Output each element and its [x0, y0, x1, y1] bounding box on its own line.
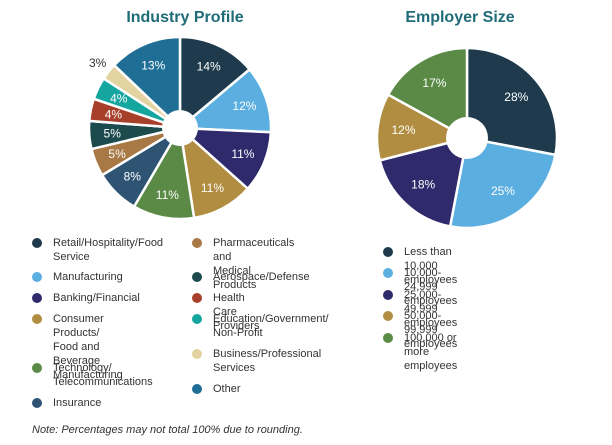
- industry-label-8: 4%: [105, 107, 123, 121]
- industry-label-3: 11%: [201, 181, 224, 195]
- industry-legend-item: Retail/Hospitality/Food Service: [32, 236, 163, 264]
- employer-label-2: 18%: [411, 178, 435, 192]
- employer-slice-2: [378, 136, 469, 228]
- industry-legend-swatch: [32, 314, 42, 324]
- industry-legend-label: Retail/Hospitality/Food Service: [53, 237, 164, 263]
- industry-slice-0: [178, 35, 252, 131]
- industry-legend-swatch: [192, 384, 202, 394]
- industry-legend-swatch: [192, 238, 202, 248]
- employer-legend-swatch: [383, 333, 393, 343]
- employer-label-1: 25%: [491, 184, 515, 198]
- rounding-note: Note: Percentages may not total 100% due…: [32, 424, 303, 436]
- employer-legend-label: 100,000 or more employees: [404, 332, 458, 372]
- industry-slice-11: [112, 35, 182, 131]
- industry-legend-swatch: [192, 293, 202, 303]
- industry-legend-swatch: [32, 272, 42, 282]
- industry-label-2: 11%: [231, 147, 254, 161]
- industry-legend-label: Other: [213, 383, 241, 395]
- employer-legend-label: 50,000-99,999 employees: [404, 310, 458, 350]
- industry-label-11: 13%: [141, 58, 165, 72]
- employer-legend-label: 25,000-49,999 employees: [404, 289, 458, 329]
- industry-legend-label: Pharmaceuticals and Medical Products: [213, 237, 295, 291]
- industry-legend-item: Health Care Providers: [192, 291, 259, 333]
- industry-legend-label: Consumer Products/ Food and Beverage Man…: [53, 313, 123, 381]
- industry-label-1: 12%: [232, 99, 256, 113]
- industry-legend-item: Insurance: [32, 396, 101, 410]
- industry-slice-1: [176, 67, 273, 134]
- industry-label-6: 5%: [108, 147, 126, 161]
- industry-center-hole: [162, 110, 198, 146]
- employer-slice-4: [386, 46, 469, 141]
- industry-legend-label: Banking/Financial: [53, 292, 140, 304]
- employer-legend-item: 25,000-49,999 employees: [383, 288, 457, 330]
- industry-legend-item: Banking/Financial: [32, 291, 140, 305]
- employer-legend-swatch: [383, 311, 393, 321]
- industry-legend-item: Education/Government/ Non-Profit: [192, 312, 329, 340]
- employer-size-pie: 28% 25% 18% 12% 17%: [375, 46, 559, 230]
- employer-legend-item: 50,000-99,999 employees: [383, 309, 457, 351]
- industry-legend-item: Aerospace/Defense: [192, 270, 310, 284]
- industry-legend-label: Business/Professional Services: [213, 348, 322, 374]
- industry-legend-item: Business/Professional Services: [192, 347, 321, 375]
- industry-legend-swatch: [32, 293, 42, 303]
- employer-legend-item: 10,000-24,999 employees: [383, 266, 457, 308]
- industry-label-9: 4%: [110, 91, 128, 105]
- employer-center-hole: [446, 117, 488, 159]
- employer-size-title: Employer Size: [405, 9, 515, 26]
- industry-label-0: 14%: [197, 59, 221, 73]
- employer-label-4: 17%: [422, 76, 446, 90]
- employer-slice-0: [465, 46, 559, 157]
- industry-label-4: 11%: [156, 188, 179, 202]
- employer-legend-swatch: [383, 268, 393, 278]
- industry-label-5: 8%: [124, 169, 142, 183]
- industry-profile-pie: 14% 12% 11% 11% 11% 8% 5% 5% 4% 4% 3% 13%: [87, 35, 273, 221]
- industry-legend-item: Consumer Products/ Food and Beverage Man…: [32, 312, 123, 382]
- employer-slice-3: [375, 92, 471, 162]
- employer-legend-swatch: [383, 290, 393, 300]
- employer-label-3: 12%: [391, 123, 415, 137]
- industry-legend-swatch: [192, 272, 202, 282]
- employer-legend-swatch: [383, 247, 393, 257]
- employer-label-0: 28%: [504, 90, 528, 104]
- industry-legend-item: Other: [192, 382, 241, 396]
- industry-legend-swatch: [192, 314, 202, 324]
- industry-legend-label: Technology/ Telecommunications: [53, 362, 153, 388]
- industry-legend-swatch: [32, 238, 42, 248]
- industry-legend-swatch: [32, 363, 42, 373]
- industry-label-10: 3%: [89, 56, 107, 70]
- industry-legend-item: Pharmaceuticals and Medical Products: [192, 236, 294, 292]
- employer-legend-label: 10,000-24,999 employees: [404, 267, 458, 307]
- industry-legend-swatch: [192, 349, 202, 359]
- employer-legend-item: 100,000 or more employees: [383, 331, 457, 373]
- industry-legend-label: Manufacturing: [53, 271, 123, 283]
- industry-legend-item: Technology/ Telecommunications: [32, 361, 153, 389]
- industry-legend-label: Aerospace/Defense: [213, 271, 310, 283]
- employer-legend-item: Less than 10,000 employees: [383, 245, 457, 287]
- industry-legend-label: Education/Government/ Non-Profit: [213, 313, 329, 339]
- industry-label-7: 5%: [104, 126, 122, 140]
- industry-profile-title: Industry Profile: [126, 9, 244, 26]
- employer-slice-1: [448, 136, 557, 230]
- industry-legend-label: Insurance: [53, 397, 102, 409]
- employer-legend-label: Less than 10,000 employees: [404, 246, 458, 286]
- industry-legend-swatch: [32, 398, 42, 408]
- industry-legend-item: Manufacturing: [32, 270, 123, 284]
- industry-legend-label: Health Care Providers: [213, 292, 260, 332]
